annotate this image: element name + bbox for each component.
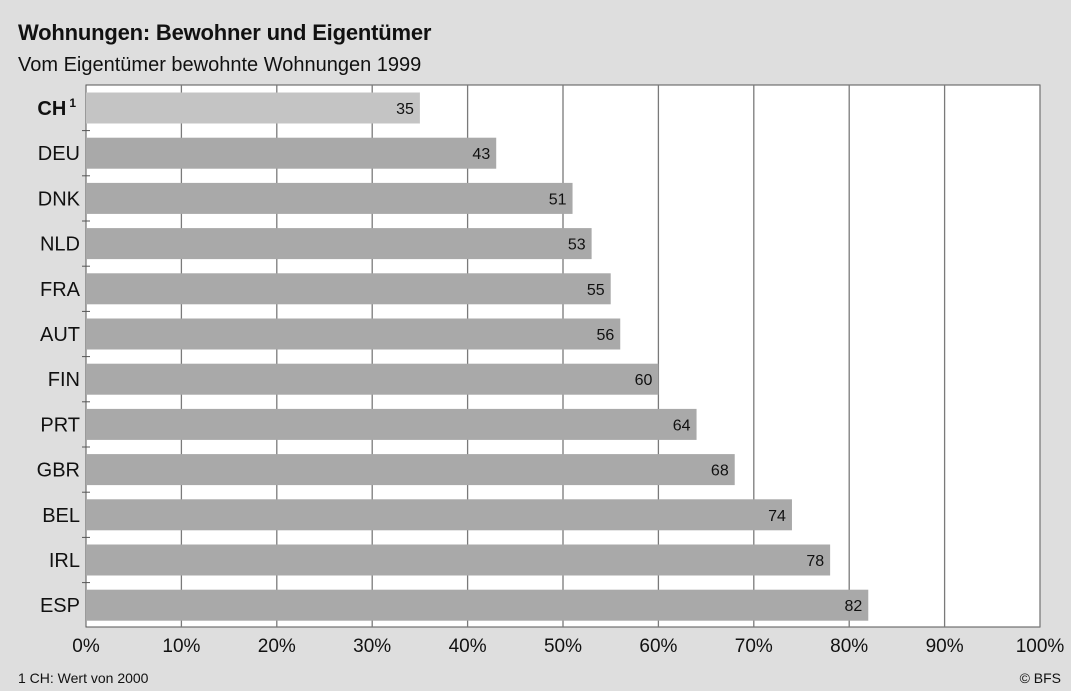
bar-aut <box>86 318 621 350</box>
bar-esp <box>86 589 869 621</box>
bar-dnk <box>86 182 573 214</box>
data-label-fin: 60 <box>635 372 653 389</box>
bar-nld <box>86 228 592 260</box>
chart-subtitle: Vom Eigentümer bewohnte Wohnungen 1999 <box>18 54 422 76</box>
footnote: 1 CH: Wert von 2000 <box>18 670 149 686</box>
category-label-prt: PRT <box>40 414 80 436</box>
x-tick-label: 100% <box>1016 636 1065 657</box>
data-label-fra: 55 <box>587 282 605 299</box>
category-label-fra: FRA <box>40 279 81 301</box>
data-label-gbr: 68 <box>711 463 729 480</box>
bar-bel <box>86 499 792 531</box>
category-label-aut: AUT <box>40 324 80 346</box>
category-label-ch: CH 1 <box>37 96 76 120</box>
x-tick-label: 20% <box>258 636 296 657</box>
bar-fra <box>86 273 611 305</box>
x-tick-label: 40% <box>449 636 487 657</box>
data-label-irl: 78 <box>806 553 824 570</box>
x-tick-label: 80% <box>830 636 868 657</box>
x-tick-label: 30% <box>353 636 391 657</box>
data-label-bel: 74 <box>768 508 786 525</box>
data-label-ch: 35 <box>396 101 414 118</box>
source-credit: © BFS <box>1019 670 1061 686</box>
bar-irl <box>86 544 831 576</box>
data-label-prt: 64 <box>673 417 691 434</box>
category-label-esp: ESP <box>40 595 80 617</box>
data-label-deu: 43 <box>472 146 490 163</box>
category-label-nld: NLD <box>40 234 80 256</box>
x-tick-label: 90% <box>926 636 964 657</box>
chart-title: Wohnungen: Bewohner und Eigentümer <box>18 20 432 45</box>
x-tick-label: 10% <box>162 636 200 657</box>
bar-deu <box>86 137 497 169</box>
bar-prt <box>86 408 697 440</box>
category-label-deu: DEU <box>38 143 80 165</box>
data-label-nld: 53 <box>568 237 586 254</box>
category-label-fin: FIN <box>48 369 80 391</box>
data-label-dnk: 51 <box>549 191 567 208</box>
category-label-gbr: GBR <box>37 460 80 482</box>
bar-fin <box>86 363 659 395</box>
category-label-irl: IRL <box>49 550 80 572</box>
bar-gbr <box>86 454 735 486</box>
bar-ch <box>86 92 420 124</box>
data-label-esp: 82 <box>844 598 862 615</box>
x-tick-label: 0% <box>72 636 100 657</box>
category-label-dnk: DNK <box>38 188 81 210</box>
x-tick-label: 50% <box>544 636 582 657</box>
data-label-aut: 56 <box>596 327 614 344</box>
x-tick-label: 70% <box>735 636 773 657</box>
x-tick-label: 60% <box>639 636 677 657</box>
category-label-bel: BEL <box>42 505 80 527</box>
